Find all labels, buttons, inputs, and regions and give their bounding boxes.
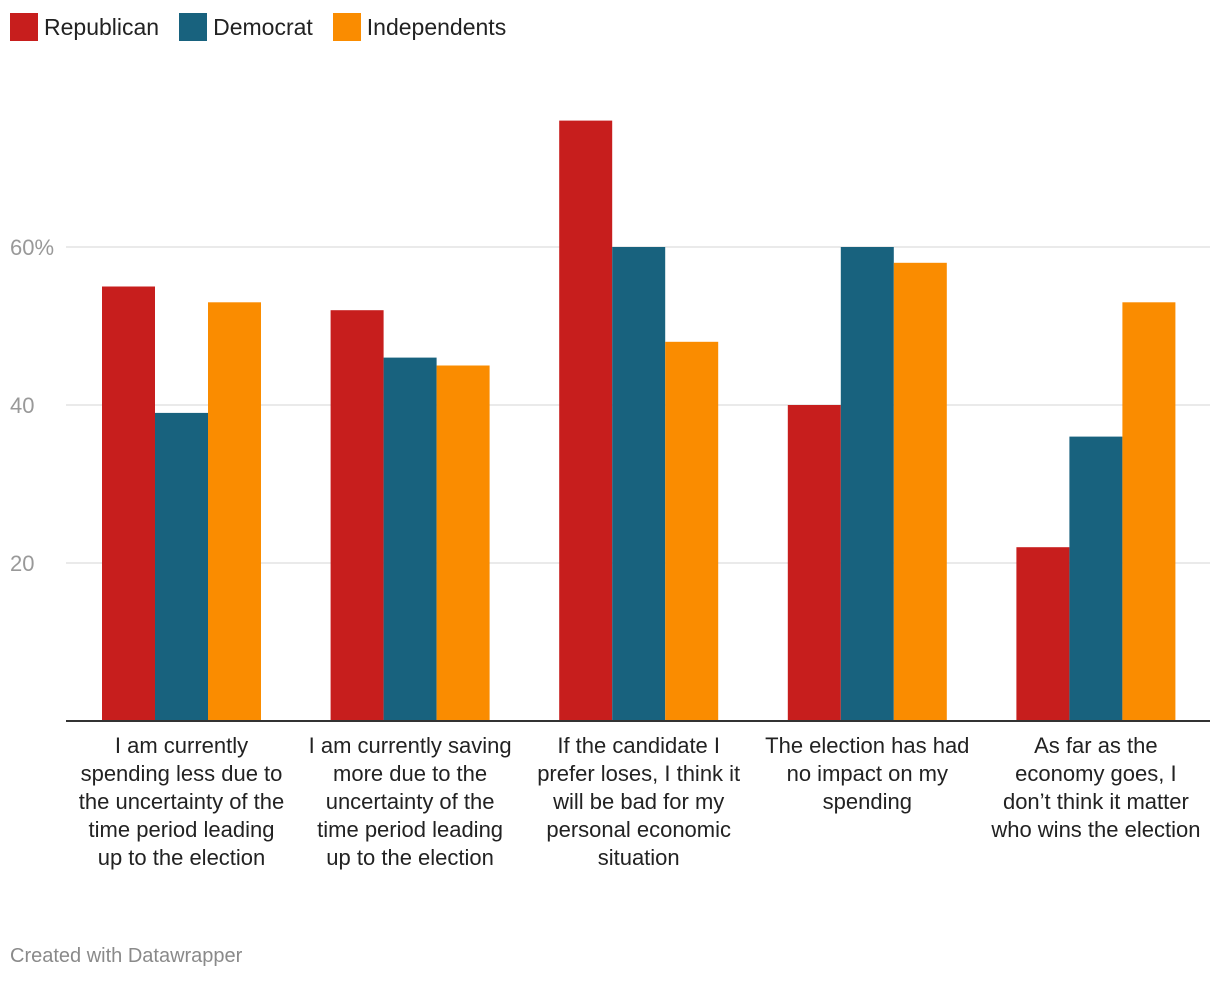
legend-label-democrat: Democrat [213, 13, 313, 40]
y-tick-label: 20 [10, 551, 34, 576]
legend-label-republican: Republican [44, 13, 160, 40]
legend: Republican Democrat Independents [10, 10, 526, 44]
category-label: I am currently saving more due to the un… [308, 733, 512, 870]
bar-democrat-5 [1069, 436, 1123, 721]
bar-independents-5 [1122, 302, 1176, 721]
legend-item-democrat: Democrat [179, 13, 313, 41]
legend-item-independents: Independents [332, 13, 507, 41]
legend-item-republican: Republican [10, 13, 159, 41]
bar-independents-3 [665, 341, 719, 721]
bar-republican-3 [559, 120, 613, 722]
bar-democrat-3 [612, 247, 666, 721]
bar-independents-4 [893, 262, 947, 721]
bar-republican-2 [330, 310, 384, 721]
legend-label-independents: Independents [366, 13, 507, 40]
bar-independents-2 [436, 365, 490, 721]
bars [102, 120, 1176, 722]
bar-republican-1 [102, 286, 155, 721]
bar-democrat-1 [155, 412, 208, 721]
category-label: As far as the economy goes, I don’t thin… [991, 733, 1201, 842]
bar-republican-5 [1016, 547, 1070, 721]
legend-swatch-democrat [179, 13, 208, 41]
y-tick-label: 60% [10, 235, 54, 260]
category-label: If the candidate I prefer loses, I think… [537, 733, 741, 870]
footer-credit: Created with Datawrapper [10, 945, 243, 967]
bar-republican-4 [787, 405, 841, 721]
y-tick-label: 40 [10, 393, 34, 418]
legend-swatch-republican [10, 13, 38, 41]
category-label: I am currently spending less due to the … [78, 733, 285, 870]
bar-democrat-4 [840, 247, 894, 721]
bar-democrat-2 [383, 357, 437, 721]
legend-swatch-independents [332, 13, 361, 41]
category-label: The election has had no impact on my spe… [765, 733, 970, 814]
bar-independents-1 [208, 302, 261, 721]
